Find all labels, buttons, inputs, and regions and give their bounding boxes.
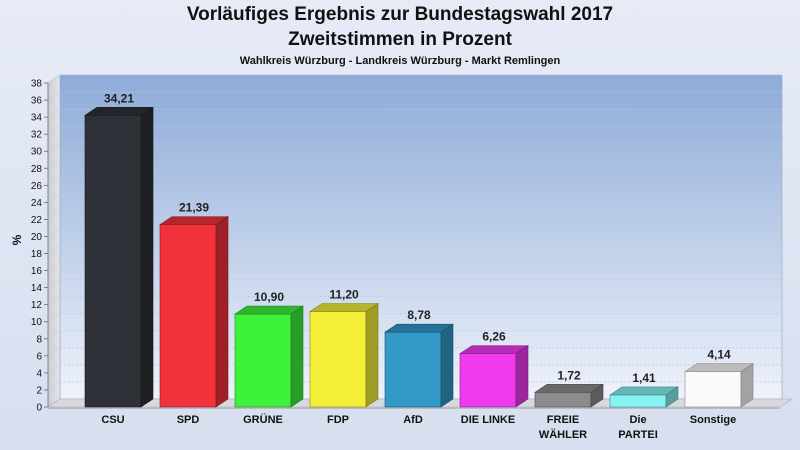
bars: 34,21 21,39 10,90 11,20 8,78 6,26 1,72 1,41 4,14 [84,91,754,408]
gridline-side [47,330,61,340]
bar: 8,78 [384,308,454,408]
x-tick-label: FDP [327,414,349,426]
y-tick-label: 6 [36,351,42,362]
bar: 4,14 [684,348,754,408]
data-label: 8,78 [407,308,431,322]
bar-side [365,302,379,408]
gridline-side [47,74,61,84]
bar-front [159,224,217,408]
bar-front [459,353,517,408]
y-tick-label: 32 [31,130,43,141]
gridline-side [47,279,61,288]
bar-side [440,323,454,408]
bar: 21,39 [159,201,229,408]
y-tick-label: 2 [36,385,42,396]
y-tick-label: 0 [36,403,42,414]
data-label: 1,72 [557,368,581,382]
y-tick-label: 38 [31,79,43,90]
gridline-side [47,381,61,391]
gridline-side [47,125,61,135]
gridline-side [47,108,61,118]
data-label: 4,14 [707,348,731,362]
y-tick-label: 36 [31,96,43,107]
data-label: 11,20 [329,288,359,302]
bar-front [684,371,742,408]
bar-side [140,106,154,408]
bar-side [290,305,304,408]
y-tick-label: 28 [31,164,43,175]
gridline-side [47,245,61,254]
y-tick-label: 22 [31,215,43,226]
y-tick-label: 8 [36,334,42,345]
bar-side [215,216,229,408]
gridline-side [47,211,61,220]
bar: 11,20 [309,288,379,408]
x-tick-label: Die PARTEI [618,414,658,441]
bar: 6,26 [459,330,529,408]
bar-front [234,313,292,408]
bar-front [534,392,592,408]
x-tick-label: FREIE WÄHLER [539,414,587,441]
gridline-side [47,228,61,237]
y-tick-label: 34 [31,113,43,124]
y-tick-label: 18 [31,249,43,260]
y-tick-label: 12 [31,300,43,311]
bar: 34,21 [84,91,154,408]
x-tick-label: GRÜNE [243,413,283,426]
gridline-side [47,142,61,152]
bar: 1,72 [534,368,604,408]
y-tick-label: 24 [31,198,43,209]
x-axis-labels: CSU SPD GRÜNE FDP AfD DIE LINKE FREIE WÄHLER Die… [101,413,736,441]
data-label: 1,41 [632,371,656,385]
chart-title: Vorläufiges Ergebnis zur Bundestagswahl … [186,4,614,25]
x-tick-label: SPD [177,414,200,426]
x-tick-label: AfD [403,414,423,426]
y-tick-label: 10 [31,317,43,328]
plot-left-wall [47,74,61,408]
bar-front [609,394,667,408]
x-tick-label: DIE LINKE [461,414,515,426]
bar-side [515,345,529,408]
y-tick-label: 26 [31,181,43,192]
x-tick-label: CSU [101,414,124,426]
gridline-side [47,160,61,169]
y-axis-label: % [10,234,24,245]
bar: 1,41 [609,371,679,408]
data-label: 10,90 [254,290,284,304]
gridline-side [47,177,61,186]
y-tick-label: 30 [31,147,43,158]
gridline-side [47,364,61,374]
bar-side [740,363,754,408]
gridline-side [47,347,61,357]
bar-front [384,331,442,408]
y-tick-label: 20 [31,232,43,243]
bar-front [84,115,142,408]
x-tick-label: Sonstige [690,414,736,426]
y-tick-label: 4 [36,368,42,379]
gridline-side [47,194,61,203]
chart-subtitle: Zweitstimmen in Prozent [288,29,512,50]
y-tick-label: 14 [31,283,43,294]
floor-edge [48,407,780,409]
y-tick-label: 16 [31,266,43,277]
bar: 10,90 [234,290,304,408]
chart-caption: Wahlkreis Würzburg - Landkreis Würzburg … [239,55,561,67]
data-label: 34,21 [104,91,134,105]
gridline-side [47,91,61,101]
bar-side [590,383,604,408]
data-label: 6,26 [482,330,506,344]
gridline-side [47,296,61,305]
gridline-side [47,313,61,322]
data-label: 21,39 [179,201,209,215]
bar-front [309,311,367,408]
bar-side [665,386,679,408]
gridline-side [47,262,61,271]
